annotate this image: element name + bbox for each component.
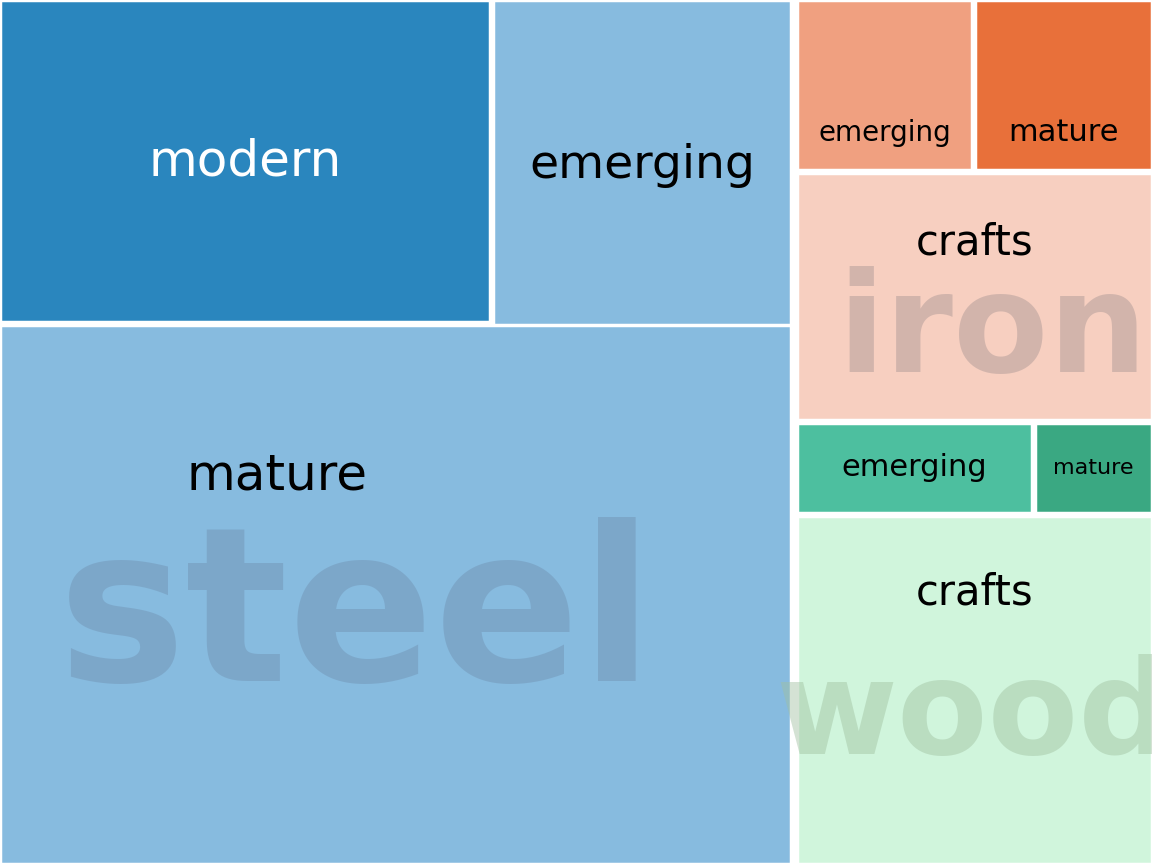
Bar (975, 0, 1152, 170)
Text: mature: mature (1053, 458, 1134, 478)
Text: steel: steel (58, 517, 654, 726)
Bar (797, 516, 1152, 864)
Text: modern: modern (149, 137, 342, 185)
Text: emerging: emerging (842, 454, 987, 482)
Bar (797, 173, 1152, 420)
Text: emerging: emerging (529, 143, 755, 187)
Text: crafts: crafts (916, 221, 1033, 264)
Bar (797, 423, 1032, 513)
Text: mature: mature (187, 452, 367, 500)
Bar (797, 0, 972, 170)
Bar (0, 325, 791, 864)
Text: iron: iron (838, 266, 1147, 401)
Bar (493, 0, 791, 330)
Bar (0, 0, 490, 322)
Text: crafts: crafts (916, 572, 1033, 613)
Bar (1034, 423, 1152, 513)
Text: mature: mature (1008, 118, 1119, 147)
Text: wood: wood (775, 654, 1152, 781)
Text: emerging: emerging (818, 118, 950, 147)
